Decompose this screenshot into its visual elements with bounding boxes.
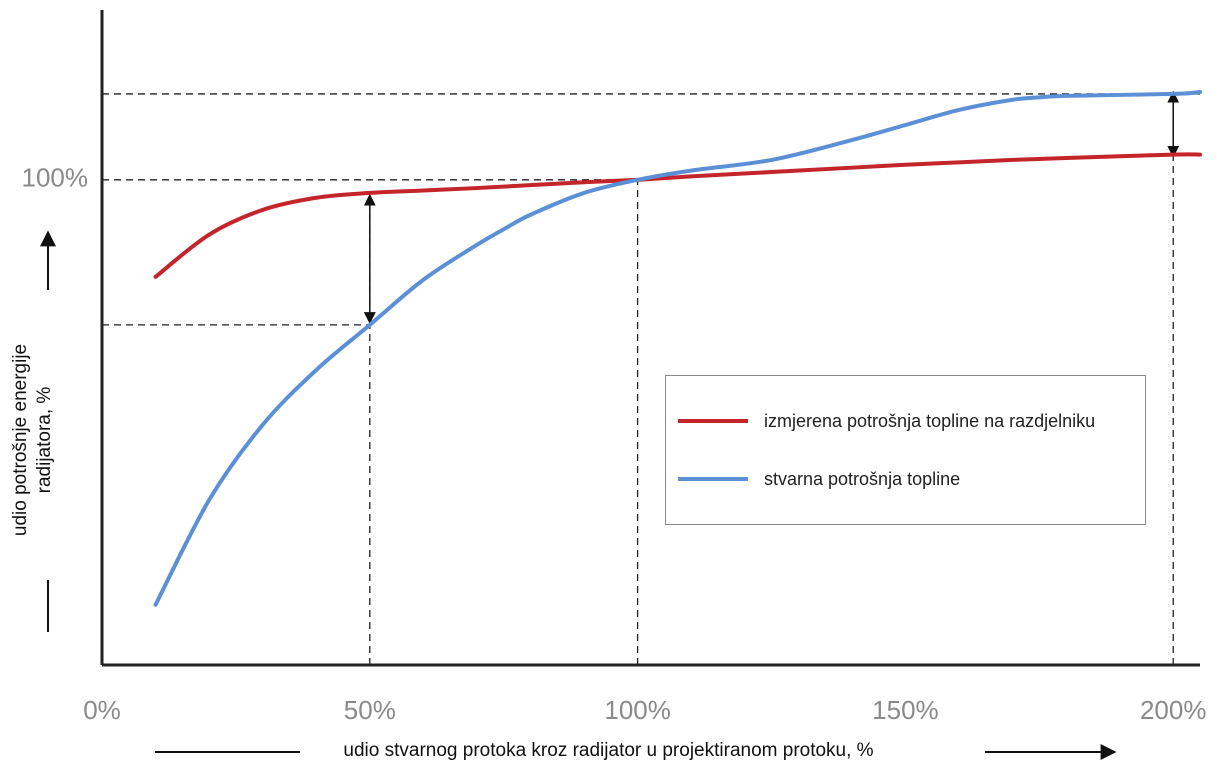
series-line [153, 89, 1202, 607]
x-axis-label-text: udio stvarnog protoka kroz radijator u p… [337, 740, 880, 761]
x-axis-label: udio stvarnog protoka kroz radijator u p… [0, 740, 1217, 762]
y-tick-label: 100% [22, 163, 89, 193]
legend-label: izmjerena potrošnja topline na razdjelni… [764, 411, 1096, 431]
legend-swatch [678, 419, 748, 423]
x-tick-label: 50% [344, 695, 396, 725]
x-tick-label: 0% [83, 695, 121, 725]
legend: izmjerena potrošnja topline na razdjelni… [665, 375, 1146, 525]
x-tick-label: 100% [604, 695, 671, 725]
legend-swatch [678, 477, 748, 481]
legend-label: stvarna potrošnja topline [764, 469, 961, 489]
x-tick-label: 200% [1140, 695, 1207, 725]
legend-item: izmjerena potrošnja topline na razdjelni… [678, 410, 1104, 432]
x-tick-label: 150% [872, 695, 939, 725]
legend-item: stvarna potrošnja topline [678, 468, 1104, 490]
y-axis-label: udio potrošnje energije radijatora, % [10, 343, 55, 537]
